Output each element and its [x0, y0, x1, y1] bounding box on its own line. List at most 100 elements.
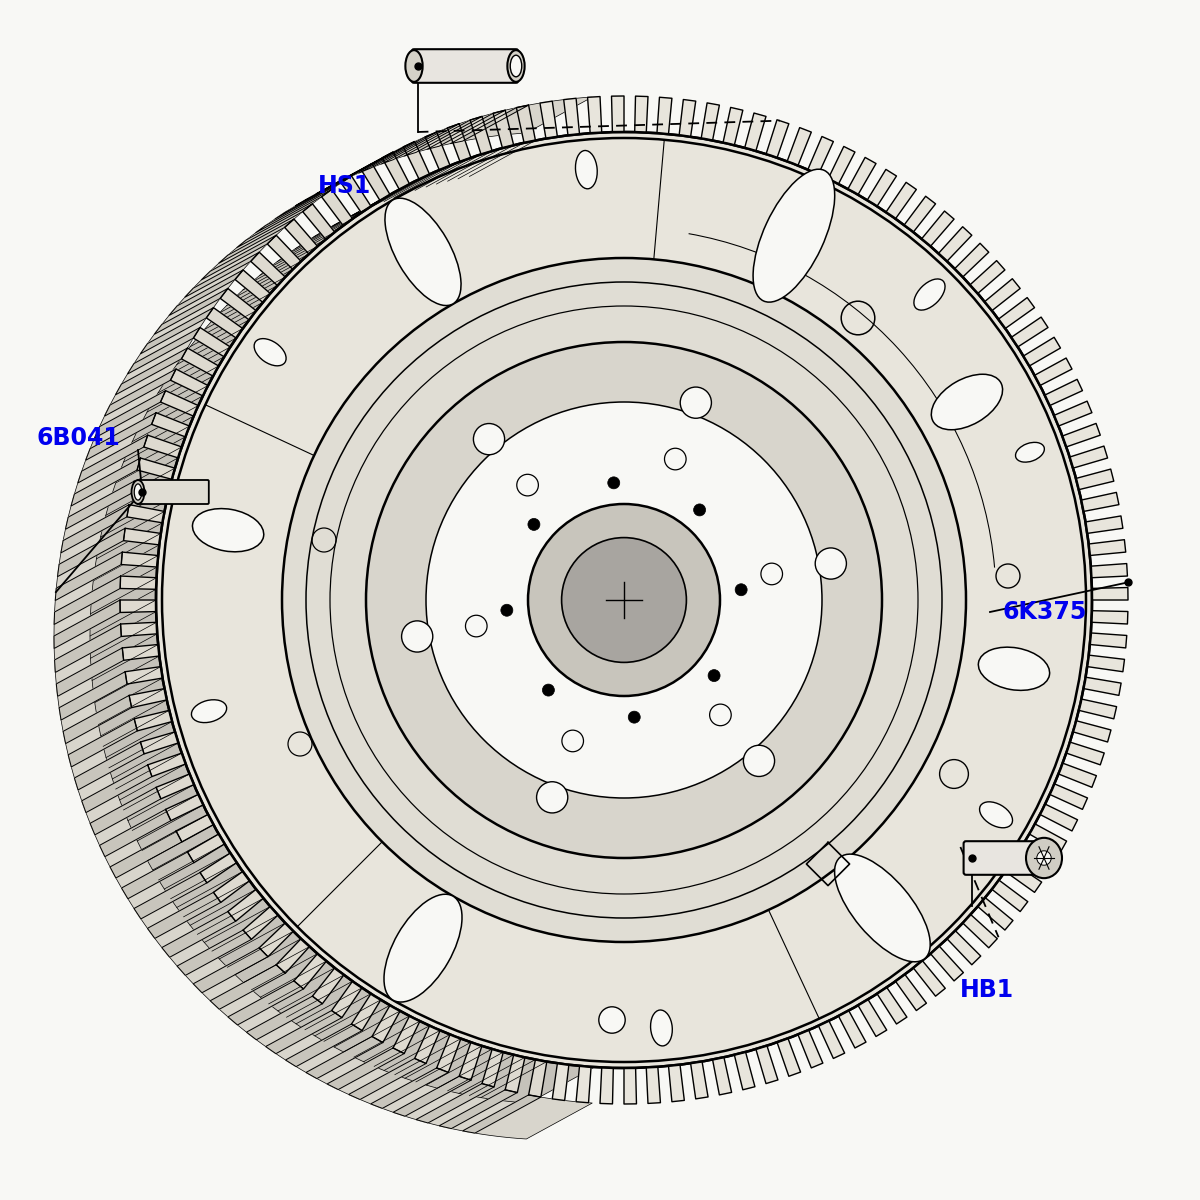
Polygon shape — [1086, 516, 1123, 533]
Polygon shape — [236, 204, 312, 247]
Polygon shape — [359, 132, 437, 173]
Polygon shape — [425, 132, 450, 170]
Polygon shape — [286, 1024, 362, 1067]
Polygon shape — [322, 190, 353, 226]
Polygon shape — [58, 528, 125, 577]
Circle shape — [694, 504, 706, 516]
FancyBboxPatch shape — [816, 547, 862, 593]
FancyBboxPatch shape — [907, 547, 953, 593]
Polygon shape — [895, 974, 926, 1010]
Polygon shape — [156, 774, 194, 799]
Polygon shape — [148, 754, 186, 776]
Polygon shape — [734, 1052, 755, 1090]
Circle shape — [528, 504, 720, 696]
Ellipse shape — [931, 374, 1002, 430]
FancyBboxPatch shape — [816, 456, 862, 502]
Ellipse shape — [254, 338, 286, 366]
Polygon shape — [134, 872, 206, 919]
Circle shape — [517, 474, 539, 496]
Polygon shape — [148, 893, 221, 938]
Polygon shape — [482, 1049, 503, 1087]
Ellipse shape — [508, 50, 524, 82]
Circle shape — [629, 712, 641, 724]
Polygon shape — [61, 505, 130, 553]
Polygon shape — [922, 211, 954, 246]
Circle shape — [709, 704, 731, 726]
Circle shape — [536, 781, 568, 812]
Polygon shape — [341, 176, 371, 212]
Polygon shape — [137, 458, 175, 479]
Polygon shape — [178, 930, 251, 976]
Polygon shape — [701, 103, 719, 140]
Ellipse shape — [385, 198, 461, 306]
Polygon shape — [493, 110, 514, 148]
Polygon shape — [1034, 358, 1072, 385]
Ellipse shape — [754, 169, 835, 302]
Polygon shape — [59, 672, 127, 720]
Circle shape — [562, 538, 686, 662]
Ellipse shape — [979, 802, 1013, 828]
Polygon shape — [331, 982, 362, 1018]
Polygon shape — [122, 644, 160, 660]
Ellipse shape — [406, 50, 422, 82]
Ellipse shape — [132, 480, 144, 504]
Polygon shape — [176, 815, 214, 842]
Polygon shape — [868, 169, 896, 206]
Polygon shape — [745, 113, 766, 151]
Polygon shape — [992, 880, 1027, 912]
Polygon shape — [74, 742, 144, 790]
Polygon shape — [970, 260, 1004, 294]
Polygon shape — [306, 1037, 383, 1079]
Text: HS1: HS1 — [318, 174, 371, 198]
Text: HB1: HB1 — [960, 978, 1014, 1002]
Polygon shape — [394, 1016, 420, 1054]
Polygon shape — [1090, 632, 1127, 648]
Polygon shape — [947, 931, 980, 965]
Polygon shape — [691, 1062, 708, 1099]
Polygon shape — [1012, 317, 1048, 347]
Polygon shape — [132, 481, 169, 500]
Polygon shape — [54, 97, 593, 1139]
Polygon shape — [121, 552, 158, 568]
Polygon shape — [1067, 742, 1104, 764]
Polygon shape — [416, 1084, 494, 1123]
Circle shape — [366, 342, 882, 858]
Polygon shape — [505, 1055, 524, 1092]
Polygon shape — [600, 1068, 613, 1104]
Polygon shape — [1054, 401, 1092, 426]
Polygon shape — [228, 889, 263, 922]
Polygon shape — [90, 133, 595, 1103]
Polygon shape — [564, 98, 580, 136]
Polygon shape — [185, 252, 259, 298]
Circle shape — [736, 583, 748, 595]
Polygon shape — [246, 996, 323, 1039]
Polygon shape — [200, 853, 236, 883]
Polygon shape — [382, 152, 409, 190]
Polygon shape — [155, 288, 228, 335]
Polygon shape — [115, 348, 187, 395]
Polygon shape — [235, 270, 270, 302]
Polygon shape — [371, 1068, 449, 1109]
Polygon shape — [275, 176, 352, 218]
Polygon shape — [828, 146, 854, 184]
Ellipse shape — [134, 484, 142, 500]
Polygon shape — [121, 852, 194, 899]
Polygon shape — [64, 695, 132, 744]
Polygon shape — [904, 197, 936, 232]
Polygon shape — [540, 101, 557, 138]
Polygon shape — [450, 106, 529, 144]
Polygon shape — [312, 968, 344, 1003]
Polygon shape — [529, 1060, 547, 1097]
Polygon shape — [120, 600, 156, 612]
FancyBboxPatch shape — [998, 456, 1044, 502]
Polygon shape — [95, 391, 166, 438]
Polygon shape — [1073, 721, 1111, 742]
Polygon shape — [251, 252, 286, 286]
Polygon shape — [316, 152, 394, 194]
Polygon shape — [516, 106, 535, 143]
Polygon shape — [1076, 469, 1114, 490]
Polygon shape — [54, 576, 120, 624]
Polygon shape — [998, 298, 1034, 329]
Polygon shape — [877, 988, 907, 1024]
Ellipse shape — [1015, 443, 1044, 462]
